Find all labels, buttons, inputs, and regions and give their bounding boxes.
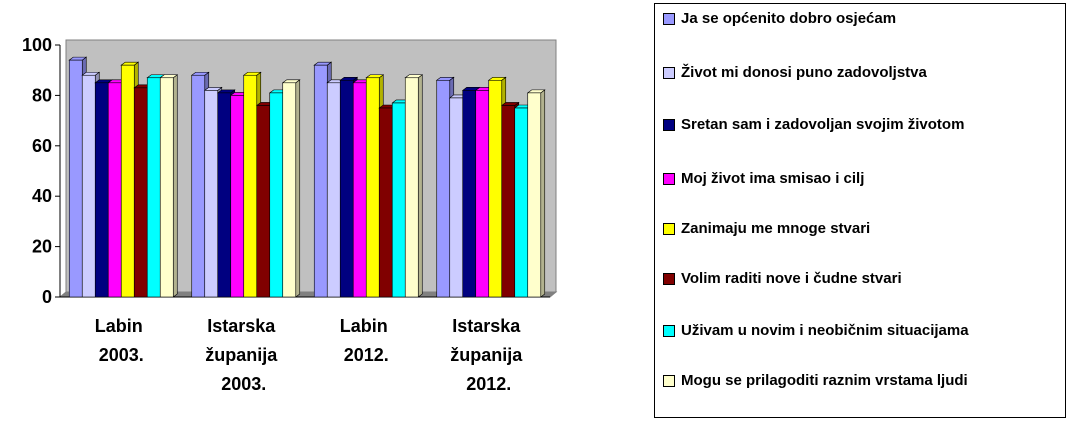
legend-swatch [663,13,675,25]
bar [243,74,258,298]
y-tick-label: 40 [32,186,52,206]
legend-item: Ja se općenito dobro osjećam [663,9,1051,28]
bar [68,59,83,298]
legend-item: Zanimaju me mnoge stvari [663,219,1051,238]
bar [488,79,503,298]
legend-label: Moj život ima smisao i cilj [681,170,865,187]
legend-label: Sretan sam i zadovoljan svojim životom [681,116,965,133]
bar [365,77,380,298]
bar [378,107,393,298]
bar [133,87,148,298]
bar [204,90,219,298]
legend-item: Uživam u novim i neobičnim situacijama [663,321,1051,340]
y-tick-label: 0 [42,287,52,307]
bar [217,92,232,298]
y-tick-label: 100 [22,35,52,55]
x-tick-label: Labin 2012. [340,316,393,365]
bar [326,82,341,298]
bar [404,77,419,298]
legend-label: Zanimaju me mnoge stvari [681,220,871,237]
x-tick-label: Labin 2003. [95,316,148,365]
bar [352,82,367,298]
legend-item: Sretan sam i zadovoljan svojim životom [663,115,1051,134]
legend-swatch [663,119,675,131]
legend-label: Volim raditi nove i čudne stvari [681,270,902,287]
bar [282,82,297,298]
bar [436,79,451,298]
bar [462,90,477,298]
legend-swatch [663,173,675,185]
legend-label: Ja se općenito dobro osjećam [681,10,897,27]
bar [527,92,542,298]
bar-side [417,74,423,298]
bar [339,79,354,298]
bar [120,64,135,298]
bar [514,107,529,298]
bar [94,82,109,298]
legend-item: Moj život ima smisao i cilj [663,169,1051,188]
legend-label: Mogu se prilagoditi raznim vrstama ljudi [681,372,968,389]
legend-item: Mogu se prilagoditi raznim vrstama ljudi [663,371,1051,390]
bar-side [172,74,178,298]
bar-side [295,79,301,298]
bar [391,102,406,298]
chart: 0 20 40 60 80 100 Labin 2003. Istarska županija… [22,35,558,394]
legend-item: Život mi donosi puno zadovoljstva [663,63,1051,82]
legend-label: Život mi donosi puno zadovoljstva [681,64,927,81]
bar [81,74,96,298]
x-tick-label: Istarska županija 2012. [450,316,527,394]
bar [475,90,490,298]
bar [501,105,516,298]
bar [159,77,174,298]
legend-swatch [663,67,675,79]
bar [107,82,122,298]
bar [230,95,245,298]
y-tick-label: 20 [32,237,52,257]
bar-side [540,89,546,298]
legend-swatch [663,223,675,235]
bar [449,97,464,298]
legend-swatch [663,273,675,285]
legend-swatch [663,375,675,387]
bar [313,64,328,298]
bar [191,74,206,298]
legend-swatch [663,325,675,337]
legend: Ja se općenito dobro osjećam Život mi don… [654,3,1066,418]
bar [269,92,284,298]
bar [146,77,161,298]
y-tick-label: 60 [32,136,52,156]
bar [256,105,271,298]
legend-label: Uživam u novim i neobičnim situacijama [681,322,969,339]
x-tick-label: Istarska županija 2003. [205,316,282,394]
y-tick-label: 80 [32,85,52,105]
legend-item: Volim raditi nove i čudne stvari [663,269,1051,288]
